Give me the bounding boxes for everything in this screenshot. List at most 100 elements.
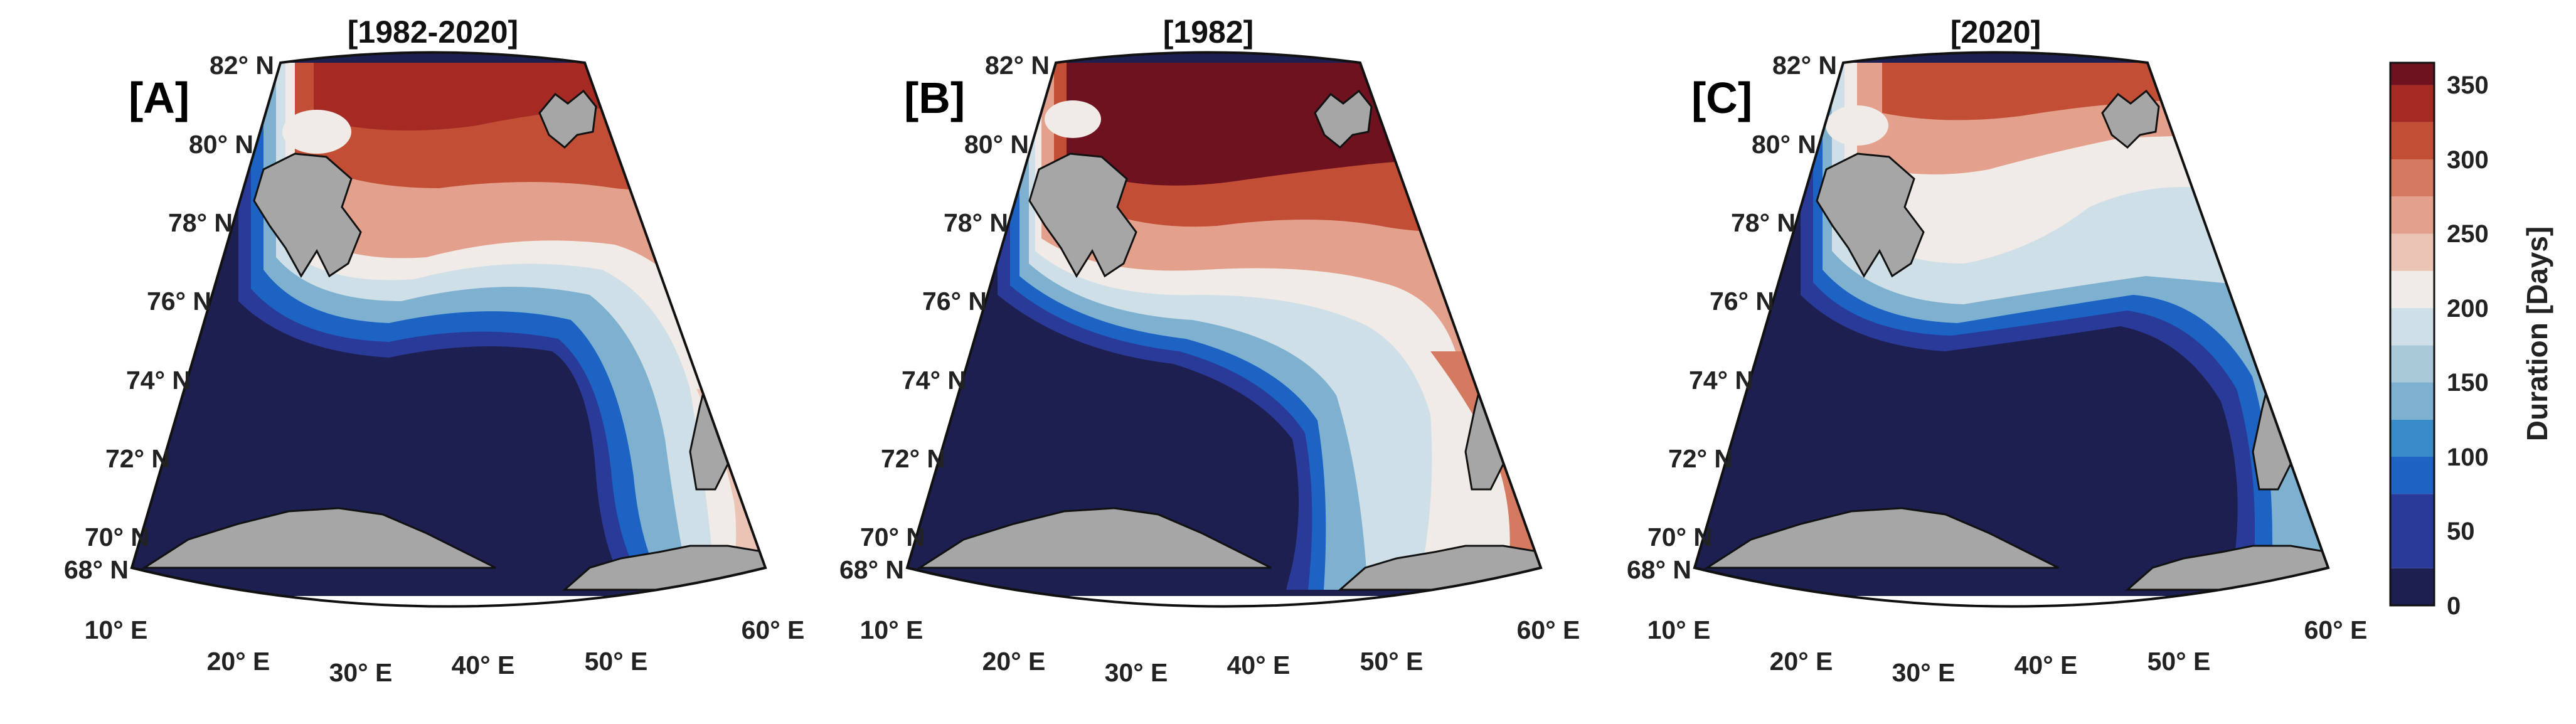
panel-b-lat-78: 78° N [944,208,1008,237]
colorbar-tick-200: 200 [2447,295,2489,322]
colorbar-level-8 [2390,233,2434,271]
colorbar-tick-300: 300 [2447,146,2489,174]
panel-a-lon-30: 30° E [329,658,393,687]
panel-c-lon-labels: 10° E 20° E 30° E 40° E 50° E 60° E [1647,615,2368,687]
panel-b-scandinavia [916,507,1272,569]
colorbar-tick-50: 50 [2447,518,2475,545]
panel-c-svalbard [1816,152,1925,278]
colorbar-tick-0: 0 [2447,592,2461,620]
panel-a-lat-68: 68° N [64,555,129,584]
colorbar-tick-350: 350 [2447,72,2489,99]
panel-a-svalbard [253,152,362,278]
panel-c-lat-80: 80° N [1752,130,1816,159]
panel-b-title: [1982] [1163,14,1254,50]
panel-c-lon-50: 50° E [2148,647,2211,676]
panel-a-scandinavia [141,507,496,569]
panel-b-svalbard [1028,152,1137,278]
panel-c-franz-josef-land [2101,89,2160,149]
colorbar-level-11 [2390,122,2434,160]
panel-b-lat-74: 74° N [902,366,966,395]
panel-a-lon-40: 40° E [452,651,515,679]
panel-b-lat-labels: 82° N 80° N 78° N 76° N 74° N 72° N 70° … [839,51,1050,584]
panel-a-title: [1982-2020] [348,14,518,50]
colorbar-level-9 [2390,196,2434,234]
colorbar-tick-250: 250 [2447,220,2489,248]
colorbar-level-3 [2390,419,2434,457]
panel-b-lon-40: 40° E [1227,651,1291,679]
panel-c-polynya [1826,105,1888,146]
panel-a-lon-10: 10° E [85,615,148,644]
colorbar: 0 50 100 150 200 250 300 350 Duration [D… [2389,61,2553,620]
panel-c-lat-74: 74° N [1689,366,1754,395]
panel-b-lon-50: 50° E [1360,647,1424,676]
panel-b-lat-70: 70° N [860,523,925,551]
panel-b-lat-82: 82° N [985,51,1050,80]
panel-b-polynya [1045,100,1101,138]
panel-a-lon-50: 50° E [585,647,648,676]
panel-a-lon-60: 60° E [742,615,805,644]
colorbar-label: Duration [Days] [2521,226,2553,441]
colorbar-level-4 [2390,382,2434,420]
panel-b-lat-72: 72° N [881,444,945,473]
panel-b-frame [905,51,1543,608]
panel-b-lon-10: 10° E [860,615,923,644]
panel-c-lon-40: 40° E [2014,651,2078,679]
panel-b-lon-labels: 10° E 20° E 30° E 40° E 50° E 60° E [860,615,1580,687]
panel-a-lat-74: 74° N [126,366,191,395]
panel-c-lat-70: 70° N [1647,523,1712,551]
panel-c-lon-10: 10° E [1647,615,1711,644]
panel-c-lat-68: 68° N [1627,555,1691,584]
colorbar-level-12 [2390,85,2434,122]
panel-a-lat-78: 78° N [168,208,233,237]
panel-c-lon-20: 20° E [1770,647,1833,676]
colorbar-ticks: 0 50 100 150 200 250 300 350 [2447,72,2489,620]
panel-a-lat-76: 76° N [147,287,211,316]
colorbar-tick-100: 100 [2447,444,2489,471]
panel-b-franz-josef-land [1314,89,1373,149]
colorbar-swatches [2390,63,2434,605]
panel-c-lat-78: 78° N [1731,208,1796,237]
panel-b-lat-80: 80° N [964,130,1029,159]
panel-c-lon-30: 30° E [1892,658,1956,687]
panel-a-lon-20: 20° E [207,647,270,676]
panel-c-lat-82: 82° N [1772,51,1837,80]
panel-b: [1982] [B] 82° N 80° N 78° N 76° N [839,14,1580,687]
panel-b-lon-20: 20° E [982,647,1046,676]
colorbar-level-5 [2390,345,2434,383]
colorbar-level-6 [2390,308,2434,346]
panel-c-lat-labels: 82° N 80° N 78° N 76° N 74° N 72° N 70° … [1627,51,1837,584]
colorbar-level-13 [2390,63,2434,85]
colorbar-level-0 [2390,568,2434,605]
colorbar-frame [2389,61,2435,607]
panel-a-frame [130,51,767,608]
panel-b-lat-68: 68° N [839,555,904,584]
panel-c-lon-60: 60° E [2304,615,2368,644]
panel-c-title: [2020] [1951,14,2041,50]
panel-a-letter: [A] [129,73,189,122]
panel-c-lat-72: 72° N [1668,444,1733,473]
panel-b-ice-350 [1067,63,1541,186]
colorbar-level-2 [2390,457,2434,494]
panel-a-polynya [282,110,351,154]
panel-a-lat-72: 72° N [105,444,170,473]
panel-c-lat-76: 76° N [1710,287,1774,316]
panel-a-lat-labels: 82° N 80° N 78° N 76° N 74° N 72° N 70° … [64,51,274,584]
panel-a-lon-labels: 10° E 20° E 30° E 40° E 50° E 60° E [85,615,805,687]
panel-c: [2020] [C] 82° N 80° N 78° N 76° N 74° N… [1627,14,2368,687]
colorbar-level-10 [2390,159,2434,197]
panel-c-scandinavia [1703,507,2059,569]
panel-b-lon-30: 30° E [1105,658,1168,687]
panel-b-lon-60: 60° E [1517,615,1580,644]
panel-a-lat-82: 82° N [210,51,274,80]
panel-a-lat-80: 80° N [189,130,253,159]
panel-b-letter: [B] [904,73,965,122]
panel-a-lat-70: 70° N [85,523,149,551]
colorbar-level-7 [2390,270,2434,309]
colorbar-level-1 [2390,494,2434,568]
panel-c-letter: [C] [1691,73,1752,122]
colorbar-tick-150: 150 [2447,369,2489,397]
panel-c-frame [1693,51,2330,608]
panel-a-franz-josef-land [538,89,597,149]
panel-a: [1982-2020] [A] 82° N 80° N 78° N 76° N [64,14,805,687]
